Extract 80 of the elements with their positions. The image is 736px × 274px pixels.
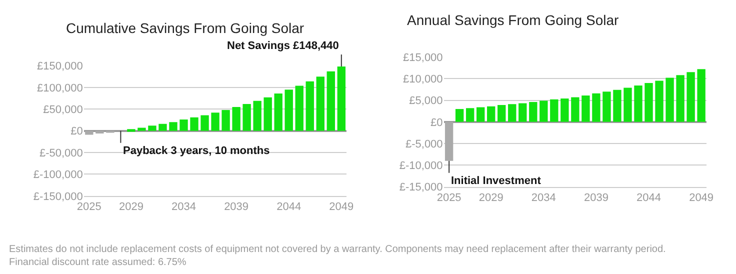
y-tick-label: £-5,000 — [405, 138, 443, 150]
bar — [613, 90, 622, 122]
bar — [529, 102, 538, 122]
bar — [602, 92, 611, 122]
bar — [200, 115, 209, 131]
x-tick-label: 2029 — [118, 201, 144, 214]
bar — [190, 117, 198, 131]
x-tick-label: 2029 — [478, 192, 504, 204]
annotation: Payback 3 years, 10 months — [123, 145, 270, 157]
bar — [306, 81, 314, 131]
bar — [96, 130, 104, 134]
bar — [666, 78, 674, 122]
bar — [697, 69, 706, 122]
bar — [518, 103, 527, 122]
bar — [466, 108, 474, 122]
x-tick-label: 2034 — [172, 201, 196, 214]
bar — [455, 108, 464, 122]
y-tick-label: £5,000 — [409, 95, 443, 108]
y-tick-label: £0 — [430, 116, 443, 129]
bar — [158, 124, 167, 131]
x-tick-label: 2025 — [76, 201, 102, 214]
bar — [676, 75, 684, 122]
bar — [560, 98, 569, 122]
bar — [686, 72, 695, 122]
bar — [138, 128, 146, 131]
y-tick-label: £-150,000 — [33, 190, 83, 203]
bar — [180, 120, 188, 131]
y-tick-label: £50,000 — [43, 104, 83, 116]
y-tick-label: £150,000 — [37, 60, 83, 73]
annotation: Initial Investment — [451, 175, 542, 187]
bar — [476, 107, 485, 122]
x-tick-label: 2049 — [689, 192, 714, 204]
bar — [127, 129, 136, 132]
bar — [540, 100, 548, 122]
x-tick-label: 2044 — [636, 192, 661, 204]
y-tick-label: £10,000 — [403, 73, 443, 86]
x-tick-label: 2049 — [329, 201, 354, 214]
bar — [571, 97, 580, 122]
bar — [242, 104, 251, 131]
annotation: Net Savings £148,440 — [227, 40, 339, 52]
bar — [508, 104, 516, 122]
y-tick-label: £-100,000 — [33, 169, 83, 182]
text: Estimates do not include replacement costs of equipment not covered by a warranty. Components may need replacement after their warranty period. Financial discount rate assumed: 6.75% — [9, 244, 666, 268]
x-tick-label: 2034 — [531, 192, 556, 204]
y-tick-label: £15,000 — [403, 52, 443, 64]
bar — [211, 112, 220, 131]
bar — [634, 86, 642, 122]
bar — [222, 110, 230, 131]
bar — [592, 93, 600, 122]
bar — [498, 105, 506, 122]
bar — [169, 122, 178, 131]
chart-title: Cumulative Savings From Going Solar — [66, 20, 304, 36]
bar — [148, 126, 156, 131]
y-tick-label: £100,000 — [37, 82, 83, 94]
bar — [337, 66, 346, 131]
bar — [295, 86, 304, 131]
x-tick-label: 2039 — [584, 192, 608, 204]
chart-title: Annual Savings From Going Solar — [407, 12, 619, 28]
bar — [326, 71, 335, 131]
bar — [444, 122, 454, 161]
bar — [316, 76, 324, 131]
x-tick-label: 2025 — [436, 192, 462, 204]
x-tick-label: 2039 — [224, 201, 249, 214]
y-tick-label: £0 — [70, 126, 83, 138]
bar — [253, 100, 262, 131]
y-tick-label: £-15,000 — [399, 182, 443, 194]
bar — [655, 80, 664, 122]
bar — [487, 106, 496, 122]
bar — [284, 90, 293, 131]
bar — [624, 88, 632, 122]
bar — [582, 96, 590, 122]
bar — [264, 97, 272, 131]
y-tick-label: £-50,000 — [39, 147, 83, 160]
x-tick-label: 2044 — [276, 201, 302, 214]
bar — [550, 99, 558, 122]
bar — [644, 82, 653, 122]
y-tick-label: £-10,000 — [399, 160, 443, 172]
bar — [85, 130, 94, 135]
bar — [232, 106, 240, 131]
bar — [274, 94, 282, 131]
